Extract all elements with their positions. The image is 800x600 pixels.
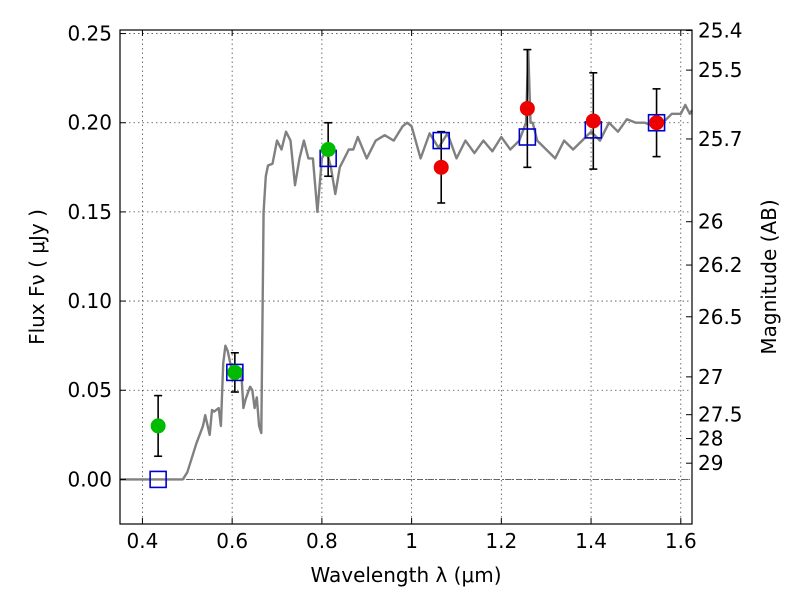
y-tick-label: 0.25 <box>67 22 112 46</box>
model-spectrum-line <box>120 50 694 481</box>
y-tick-label: 0.15 <box>67 200 112 224</box>
x-tick-label: 1.6 <box>665 529 697 553</box>
model-photometry-square <box>518 128 537 146</box>
plot-frame <box>119 29 693 525</box>
mag-tick-label: 26.5 <box>698 305 743 329</box>
y-axis-label: Flux Fν ( μJy ) <box>25 209 49 345</box>
model-photometry-square <box>647 113 666 132</box>
model-photometry-square <box>226 363 244 382</box>
y2-axis-label: Magnitude (AB) <box>757 199 781 354</box>
x-tick-label: 0.8 <box>306 529 338 553</box>
mag-tick-label: 27 <box>698 365 723 389</box>
green-data-point <box>150 418 166 434</box>
y-tick-label: 0.00 <box>67 467 112 491</box>
red-data-point <box>519 100 535 116</box>
red-data-point <box>433 159 449 175</box>
y-tick-label: 0.20 <box>67 111 112 135</box>
x-tick-label: 1.4 <box>575 529 607 553</box>
green-data-point <box>320 141 336 157</box>
y-tick-label: 0.10 <box>67 289 112 313</box>
mag-tick-label: 29 <box>698 451 723 475</box>
model-spectrum-layer <box>120 50 694 481</box>
mag-tick-label: 26 <box>698 210 723 234</box>
x-tick-label: 1.2 <box>485 529 517 553</box>
mag-tick-label: 25.5 <box>698 58 743 82</box>
x-tick-label: 1 <box>405 529 418 553</box>
tick-layer <box>120 30 692 524</box>
observed-points-layer <box>150 100 665 434</box>
x-tick-label: 0.4 <box>127 529 159 553</box>
y-tick-label: 0.05 <box>67 378 112 402</box>
red-data-point <box>585 113 601 129</box>
x-tick-label: 0.6 <box>216 529 248 553</box>
mag-tick-label: 26.2 <box>698 253 743 277</box>
mag-tick-label: 28 <box>698 427 723 451</box>
red-data-point <box>649 115 665 131</box>
model-photometry-square <box>432 131 451 150</box>
x-axis-label: Wavelength λ (μm) <box>310 563 501 587</box>
green-data-point <box>227 364 243 380</box>
mag-tick-label: 25.4 <box>698 19 743 43</box>
mag-tick-label: 27.5 <box>698 403 743 427</box>
tick-label-layer: 0.4 0.6 0.8 1 1.2 1.4 1.6 0.00 0.05 0.10 0.15 0.20 0… <box>67 19 742 553</box>
model-photometry-square <box>149 470 167 489</box>
mag-tick-label: 25.7 <box>698 127 743 151</box>
